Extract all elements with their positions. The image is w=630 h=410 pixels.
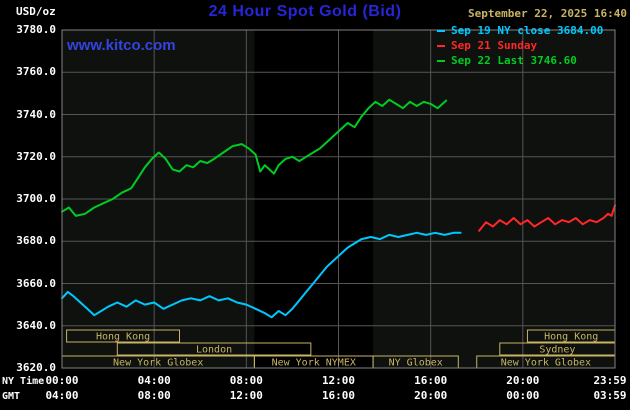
- x-tick-label-gmt: 16:00: [321, 389, 356, 402]
- y-tick-label: 3780.0: [16, 23, 56, 36]
- series-line-sep-19-ny-close: [61, 231, 462, 319]
- y-tick-label: 3620.0: [16, 361, 56, 374]
- x-tick-label-ny: 23:59: [593, 374, 627, 387]
- session-label: Hong Kong: [96, 332, 150, 343]
- y-tick-label: 3740.0: [16, 107, 56, 121]
- legend-item: Sep 21 Sunday: [437, 38, 603, 53]
- kitco-watermark-link[interactable]: www.kitco.com: [67, 37, 176, 54]
- y-tick-label: 3640.0: [16, 318, 56, 332]
- session-label: London: [196, 345, 232, 356]
- session-label: New York Globex: [501, 358, 591, 369]
- session-box: [116, 342, 312, 356]
- x-tick-label-ny: 04:00: [137, 374, 171, 387]
- x-tick-label-gmt: 00:00: [506, 389, 540, 402]
- datetime-label: September 22, 2025 16:40: [468, 7, 627, 20]
- session-label: NY Globex: [389, 358, 443, 369]
- legend-label: Sep 21 Sunday: [451, 39, 538, 52]
- y-axis-units-label: USD/oz: [16, 5, 56, 18]
- chart-title: 24 Hour Spot Gold (Bid): [208, 3, 402, 20]
- session-label: New York Globex: [113, 358, 203, 369]
- legend-item: Sep 22 Last 3746.60: [437, 53, 603, 68]
- legend-dash-icon: [437, 59, 445, 62]
- x-tick-label-ny: 20:00: [506, 374, 540, 387]
- series-line-sep-21-sunday: [478, 204, 616, 232]
- session-label: Hong Kong: [544, 332, 598, 343]
- session-label: New York NYMEX: [272, 358, 356, 369]
- x-tick-label-ny: 08:00: [229, 374, 263, 387]
- session-label: Sydney: [539, 345, 575, 356]
- ny-time-row-label: NY Time: [2, 376, 45, 387]
- y-tick-label: 3660.0: [16, 276, 56, 290]
- gmt-row-label: GMT: [2, 391, 21, 402]
- y-tick-label: 3760.0: [16, 65, 56, 79]
- y-tick-label: 3680.0: [16, 234, 56, 248]
- x-tick-label-ny: 00:00: [45, 374, 79, 387]
- plot-border: [61, 29, 616, 369]
- x-tick-label-gmt: 12:00: [229, 389, 263, 402]
- x-tick-label-gmt: 04:00: [45, 389, 79, 402]
- legend-label: Sep 19 NY close 3684.00: [451, 24, 604, 37]
- legend-item: Sep 19 NY close 3684.00: [437, 23, 603, 38]
- x-tick-label-gmt: 03:59: [593, 389, 627, 402]
- chart-legend: Sep 19 NY close 3684.00 Sep 21 Sunday Sep …: [437, 23, 603, 68]
- x-tick-label-ny: 12:00: [321, 374, 356, 387]
- y-tick-label: 3720.0: [16, 149, 56, 163]
- legend-label: Sep 22 Last 3746.60: [451, 54, 577, 67]
- x-tick-label-gmt: 20:00: [414, 389, 448, 402]
- y-tick-label: 3700.0: [16, 192, 56, 205]
- series-line-sep-22-last: [61, 98, 448, 217]
- x-tick-label-ny: 16:00: [414, 374, 448, 387]
- x-tick-label-gmt: 08:00: [137, 389, 171, 402]
- legend-dash-icon: [437, 29, 445, 32]
- session-box: [66, 329, 181, 343]
- legend-dash-icon: [437, 44, 445, 47]
